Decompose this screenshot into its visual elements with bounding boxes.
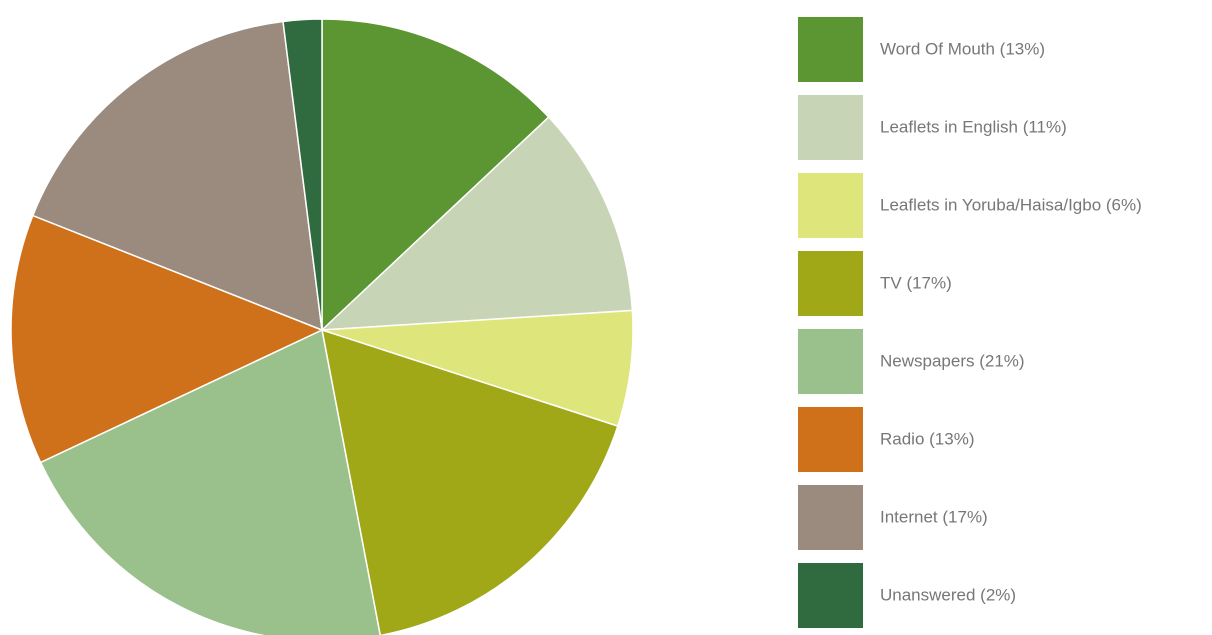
legend-label: Internet (17%)	[880, 507, 988, 526]
legend-swatch	[798, 251, 863, 316]
legend-label: Unanswered (2%)	[880, 585, 1016, 604]
legend-swatch	[798, 563, 863, 628]
pie-slice	[39, 328, 381, 635]
legend-label: TV (17%)	[880, 273, 952, 292]
pie-slice	[31, 20, 323, 332]
pie-slice	[282, 18, 323, 331]
legend-swatch	[798, 17, 863, 82]
legend-swatch	[798, 173, 863, 238]
pie-slice	[321, 328, 619, 635]
pie-slice	[10, 214, 324, 464]
pie	[10, 18, 634, 635]
pie-slice	[319, 116, 634, 331]
legend: Word Of Mouth (13%) Leaflets in English (…	[798, 17, 1142, 628]
legend-label: Radio (13%)	[880, 429, 975, 448]
legend-swatch	[798, 485, 863, 550]
legend-label: Leaflets in Yoruba/Haisa/Igbo (6%)	[880, 195, 1142, 214]
legend-swatch	[798, 95, 863, 160]
legend-swatch	[798, 329, 863, 394]
legend-label: Newspapers (21%)	[880, 351, 1025, 370]
legend-label: Leaflets in English (11%)	[880, 117, 1067, 136]
pie-slice	[321, 18, 550, 332]
legend-label: Word Of Mouth (13%)	[880, 39, 1045, 58]
legend-swatch	[798, 407, 863, 472]
